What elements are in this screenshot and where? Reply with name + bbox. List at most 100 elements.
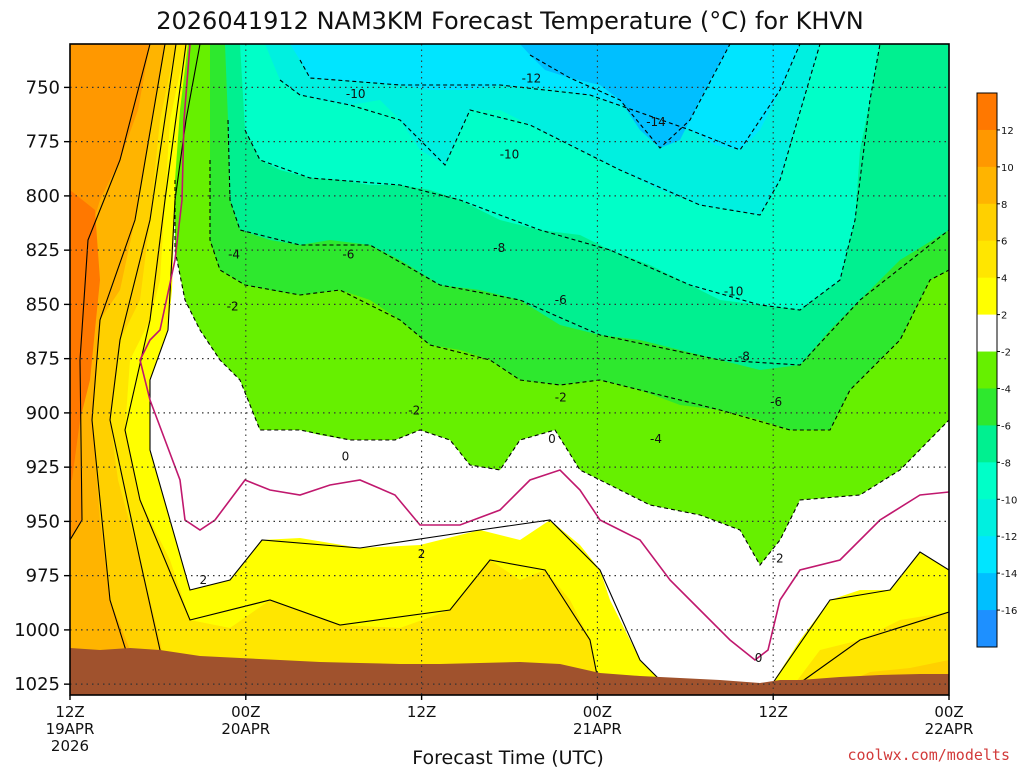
- y-tick-label: 925: [26, 457, 60, 478]
- contour-label: -6: [770, 395, 782, 409]
- colorbar-swatch: [977, 129, 997, 168]
- x-tick-label: 00Z: [231, 703, 260, 721]
- contour-p2: [149, 44, 671, 691]
- contour-m8: [244, 44, 881, 311]
- plot-area: -12 -10 -14 -10 -4 -6 -8 -6 -10 -2 -8 -2 -2 -6 0 0 -4 2 -2…: [70, 44, 949, 695]
- colorbar-frame: [976, 92, 998, 648]
- contour-label: -2: [408, 404, 420, 418]
- contour-label: -8: [738, 349, 750, 363]
- contour-label: 0: [755, 651, 763, 665]
- colorbar-swatch: [977, 425, 997, 463]
- contour-label: -10: [500, 148, 520, 162]
- colorbar-swatch: [977, 240, 997, 279]
- colorbar-swatch: [977, 314, 997, 353]
- contour-label: -6: [555, 293, 567, 307]
- colorbar-tick-label: 12: [1001, 126, 1014, 137]
- x-axis-title: Forecast Time (UTC): [412, 747, 603, 768]
- y-tick-label: 1025: [14, 674, 60, 695]
- contour-label: -2: [227, 300, 239, 314]
- fill-warm-12to14: [70, 190, 100, 480]
- contour-p6: [109, 44, 177, 695]
- colorbar-tick-label: -16: [1001, 606, 1017, 617]
- terrain-fill: [70, 648, 949, 695]
- contour-label: 0: [548, 432, 556, 446]
- vertical-gridlines: [245, 44, 774, 695]
- contour-m14: [529, 44, 731, 149]
- contour-m2: [174, 180, 949, 566]
- contour-label: 2: [199, 573, 207, 587]
- contour-p8: [91, 44, 166, 695]
- contour-label: -14: [646, 115, 666, 129]
- contour-m10: [279, 44, 821, 216]
- contour-label: -12: [522, 72, 542, 86]
- colorbar-tick-label: -14: [1001, 569, 1017, 580]
- colorbar-tick-label: 2: [1001, 311, 1007, 322]
- colorbar-swatch: [977, 93, 997, 131]
- contour-label: 2: [418, 547, 426, 561]
- x-tick-label: 2026: [51, 737, 89, 755]
- contour-label: -10: [724, 284, 744, 298]
- freezing-line-0c: [139, 44, 949, 662]
- contour-m6: [227, 119, 949, 366]
- contour-label: -4: [650, 432, 662, 446]
- x-tick-label: 00Z: [934, 703, 963, 721]
- y-tick-label: 975: [26, 566, 60, 587]
- contour-label: -8: [493, 241, 505, 255]
- colorbar-swatch: [977, 351, 997, 389]
- colorbar-swatch: [977, 388, 997, 426]
- y-tick-label: 875: [26, 349, 60, 370]
- credit-text: coolwx.com/modelts: [847, 746, 1010, 764]
- y-tick-label: 800: [26, 186, 60, 207]
- contour-label: 0: [342, 449, 350, 463]
- colorbar-tick-label: -2: [1001, 348, 1011, 359]
- contour-p4: [124, 44, 601, 691]
- y-tick-label: 950: [26, 511, 60, 532]
- colorbar-swatch: [977, 536, 997, 574]
- contour-m4: [209, 160, 949, 431]
- colorbar: 12 10 8 6 4 2 -2 -4 -6 -8 -10 -12 -14 -16: [976, 92, 1017, 648]
- x-tick-label: 00Z: [583, 703, 612, 721]
- colorbar-swatch: [977, 277, 997, 316]
- contour-right-p2: [767, 551, 949, 691]
- colorbar-swatch: [977, 573, 997, 611]
- colorbar-tick-label: -8: [1001, 458, 1011, 469]
- colorbar-tick-label: -12: [1001, 532, 1017, 543]
- colorbar-tick-label: -6: [1001, 421, 1011, 432]
- horizontal-gridlines: [70, 86, 949, 685]
- colorbar-tick-label: 8: [1001, 200, 1007, 211]
- colorbar-swatch: [977, 610, 997, 648]
- x-tick-label: 19APR: [46, 720, 95, 738]
- y-tick-label: 850: [26, 294, 60, 315]
- x-tick-label: 12Z: [55, 703, 84, 721]
- colorbar-tick-label: -4: [1001, 384, 1011, 395]
- y-axis-ticks: 750 775 800 825 850 875 900 925 950 975 1000 1025: [14, 77, 70, 695]
- x-tick-label: 21APR: [573, 720, 622, 738]
- contour-label: -4: [228, 247, 240, 261]
- colorbar-tick-label: 10: [1001, 163, 1014, 174]
- y-tick-label: 775: [26, 132, 60, 153]
- contour-label: -2: [772, 551, 784, 565]
- contour-right-p4: [789, 611, 949, 691]
- negative-contours: [174, 44, 949, 566]
- colorbar-tick-label: -10: [1001, 495, 1017, 506]
- y-tick-label: 1000: [14, 620, 60, 641]
- plot-frame: [69, 43, 950, 696]
- contour-label: -6: [342, 247, 354, 261]
- contour-p10: [70, 44, 151, 541]
- contour-label: -2: [555, 391, 567, 405]
- colorbar-swatch: [977, 166, 997, 205]
- colorbar-tick-label: 4: [1001, 274, 1007, 285]
- contour-labels: -12 -10 -14 -10 -4 -6 -8 -6 -10 -2 -8 -2 -2 -6 0 0 -4 2 -2…: [199, 72, 784, 665]
- y-tick-label: 825: [26, 240, 60, 261]
- colorbar-swatch: [977, 462, 997, 500]
- contour-m12: [299, 44, 801, 151]
- x-tick-label: 12Z: [759, 703, 788, 721]
- x-tick-label: 22APR: [925, 720, 974, 738]
- chart-title: 2026041912 NAM3KM Forecast Temperature (…: [156, 7, 863, 35]
- y-tick-label: 900: [26, 403, 60, 424]
- x-tick-label: 20APR: [221, 720, 270, 738]
- fill-cold-m14tom16: [520, 44, 730, 148]
- contour-label: -10: [346, 87, 366, 101]
